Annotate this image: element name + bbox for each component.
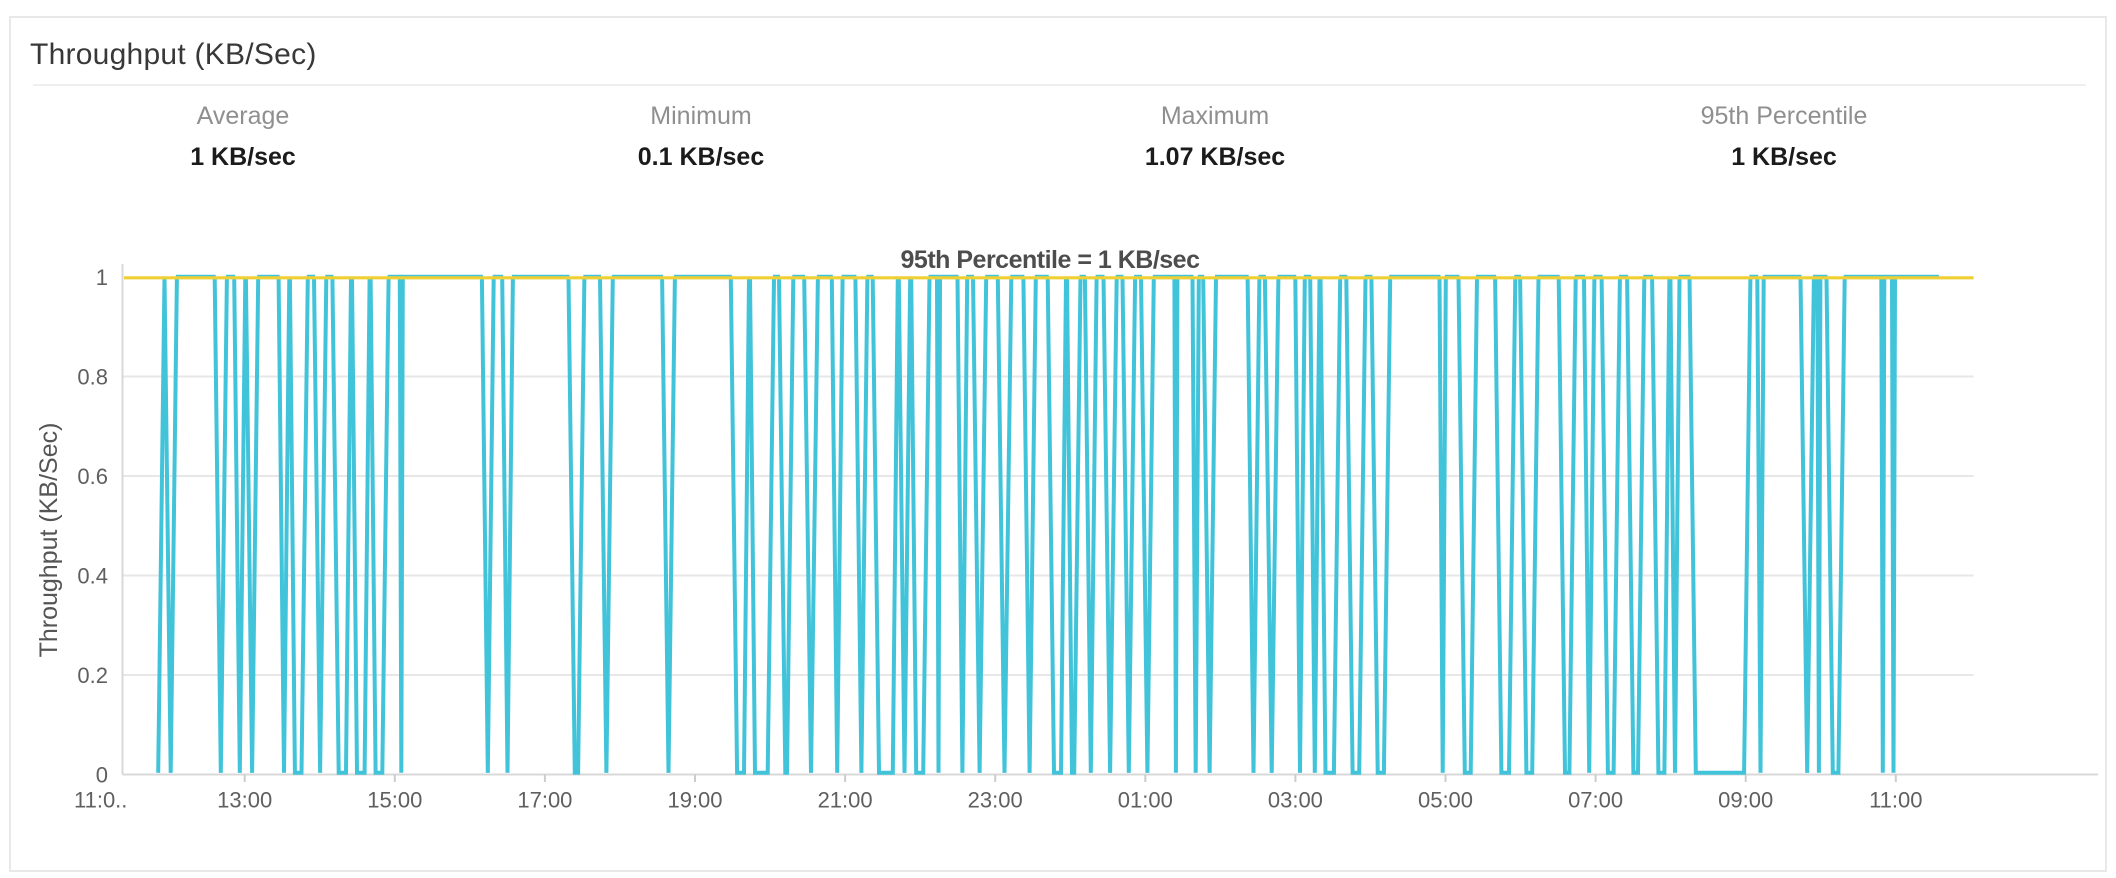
svg-text:95th Percentile = 1 KB/sec: 95th Percentile = 1 KB/sec [901,246,1201,274]
svg-text:15:00: 15:00 [367,788,422,813]
svg-text:03:00: 03:00 [1268,788,1323,813]
svg-text:19:00: 19:00 [667,788,722,813]
svg-text:17:00: 17:00 [517,788,572,813]
svg-text:11:0..: 11:0.. [74,788,127,813]
svg-text:09:00: 09:00 [1718,788,1773,813]
svg-text:0.4: 0.4 [77,564,108,589]
svg-text:0.6: 0.6 [77,464,108,489]
svg-text:Throughput (KB/Sec): Throughput (KB/Sec) [35,423,63,658]
svg-text:0: 0 [96,763,108,788]
svg-text:05:00: 05:00 [1418,788,1473,813]
svg-text:01:00: 01:00 [1118,788,1173,813]
svg-text:07:00: 07:00 [1568,788,1623,813]
svg-text:23:00: 23:00 [968,788,1023,813]
svg-text:21:00: 21:00 [818,788,873,813]
svg-text:13:00: 13:00 [217,788,272,813]
svg-text:0.2: 0.2 [77,663,108,688]
svg-text:11:00: 11:00 [1869,788,1922,813]
svg-text:1: 1 [96,265,108,290]
svg-text:0.8: 0.8 [77,365,108,390]
